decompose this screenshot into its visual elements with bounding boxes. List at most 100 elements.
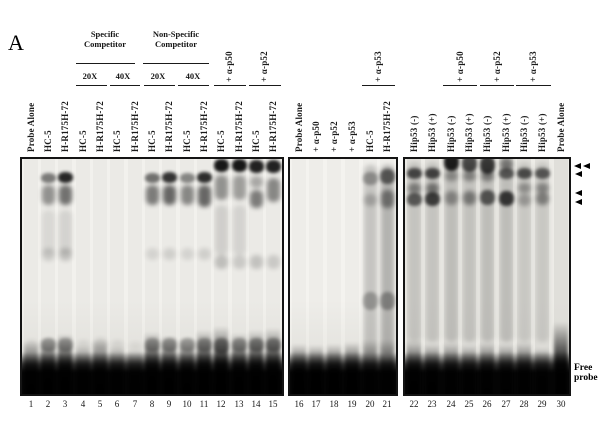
competitor-dose-label: 40X (185, 71, 201, 81)
competitor-group-title: Specific Competitor (50, 29, 160, 49)
gel-smear (232, 205, 246, 255)
lane-label: HC-5 (216, 130, 226, 152)
gel-free-probe-plume (214, 326, 228, 394)
gel-free-probe-plume (249, 330, 263, 394)
lane-number: 16 (294, 399, 304, 409)
gel-band (424, 168, 440, 179)
gel-band (179, 173, 195, 183)
gel-band (479, 159, 495, 174)
gel-smear (380, 190, 394, 208)
lane-number: 1 (28, 399, 34, 409)
free-probe-label-line2: probe (574, 373, 598, 383)
antibody-group-underline (214, 85, 246, 87)
gel-lane-streak (517, 159, 531, 394)
lane-label: Hip53 (-) (519, 115, 529, 152)
antibody-group-underline (516, 85, 551, 87)
gel-free-probe-plume (232, 333, 246, 394)
lane-number: 5 (97, 399, 103, 409)
antibody-group-label: + α-p50 (455, 51, 465, 82)
antibody-group-label: + α-p53 (373, 51, 383, 82)
gel-band (57, 172, 73, 183)
gel-free-probe-plume (197, 330, 211, 394)
antibody-group-underline (249, 85, 281, 87)
lane-label: HC-5 (112, 130, 122, 152)
free-probe-label-line1: Free (574, 363, 593, 373)
band-arrowhead-icon (575, 199, 582, 205)
band-arrowhead-icon (583, 163, 590, 169)
lane-label: H-R175H-72 (95, 101, 105, 152)
gel-smear (180, 185, 194, 205)
lane-number: 28 (519, 399, 529, 409)
gel-smear (444, 191, 458, 205)
gel-smear (128, 342, 142, 352)
lane-number: 14 (251, 399, 261, 409)
gel-free-probe-plume (128, 350, 142, 394)
lane-label: HC-5 (78, 130, 88, 152)
gel-free-probe-plume (480, 342, 494, 394)
lane-label: Hip53 (-) (446, 115, 456, 152)
competitor-group-title-line1: Specific (90, 29, 120, 39)
antibody-group-label: + α-p53 (528, 51, 538, 82)
gel-free-probe-plume (444, 342, 458, 394)
lane-number: 17 (311, 399, 321, 409)
gel-free-probe-plume (292, 344, 306, 394)
gel-smear (363, 165, 377, 355)
gel-band (379, 292, 395, 310)
competitor-dose-label: 20X (150, 71, 166, 81)
gel-band (534, 168, 550, 179)
gel-band (231, 159, 247, 172)
lane-number: 12 (216, 399, 226, 409)
lane-label: Hip53 (-) (482, 115, 492, 152)
gel-smear (58, 185, 72, 205)
gel-panel-3 (403, 157, 571, 396)
gel-smear (145, 248, 159, 260)
gel-free-probe-plume (535, 348, 549, 394)
gel-free-probe-plume (93, 340, 107, 394)
gel-band (443, 159, 459, 171)
lane-number: 29 (537, 399, 547, 409)
lane-number: 3 (62, 399, 68, 409)
gel-band (161, 172, 177, 183)
lane-label: H-R175H-72 (234, 101, 244, 152)
lane-label: Probe Alone (294, 102, 304, 152)
gel-band (213, 159, 229, 172)
gel-free-probe-plume (24, 342, 38, 394)
lane-number: 18 (329, 399, 339, 409)
band-arrowhead-icon (574, 163, 581, 169)
lane-label: Hip53 (+) (537, 113, 547, 152)
gel-smear (363, 194, 377, 206)
lane-label: H-R175H-72 (164, 101, 174, 152)
antibody-group-underline (443, 85, 477, 87)
gel-smear (197, 248, 211, 260)
gel-smear (249, 176, 263, 188)
gel-smear (517, 183, 531, 193)
gel-band (40, 173, 56, 183)
gel-smear (462, 191, 476, 205)
band-arrowhead-icon (575, 190, 582, 196)
gel-free-probe-base (290, 352, 396, 394)
gel-smear (535, 183, 549, 193)
antibody-group-underline (362, 85, 395, 87)
gel-lane-streak (407, 159, 421, 394)
gel-free-probe-plume (110, 347, 124, 394)
gel-smear (462, 171, 476, 181)
gel-band (144, 173, 160, 183)
lane-label: HC-5 (251, 130, 261, 152)
gel-free-probe-plume (345, 342, 359, 394)
lane-label: H-R175H-72 (130, 101, 140, 152)
gel-smear (41, 210, 55, 255)
gel-smear (444, 162, 458, 342)
competitor-dose-underline (76, 85, 107, 87)
gel-smear (145, 185, 159, 205)
gel-free-probe-plume (162, 336, 176, 394)
free-probe-label: Free probe (574, 363, 598, 383)
competitor-group-title-line1: Non-Specific (152, 29, 200, 39)
gel-smear (266, 255, 280, 269)
lane-number: 20 (365, 399, 375, 409)
antibody-group-label: + α-p52 (492, 51, 502, 82)
lane-number: 22 (409, 399, 419, 409)
gel-panel-1 (20, 157, 284, 396)
gel-free-probe-plume (327, 344, 341, 394)
competitor-dose-underline (110, 85, 140, 87)
